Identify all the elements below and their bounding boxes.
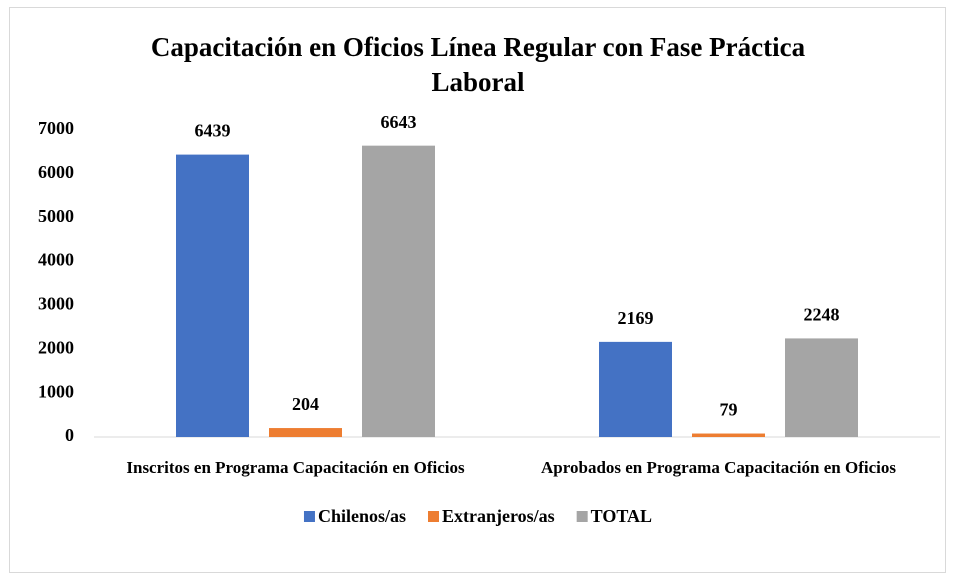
bar <box>692 433 765 437</box>
chart-title: Capacitación en Oficios Línea Regular co… <box>150 32 806 97</box>
value-label: 2169 <box>618 308 654 328</box>
legend-label: Extranjeros/as <box>442 506 555 526</box>
bar <box>269 428 342 437</box>
legend-swatch <box>576 511 588 522</box>
y-tick-label: 6000 <box>38 162 74 182</box>
bar <box>176 154 249 437</box>
y-tick-label: 1000 <box>38 381 74 401</box>
value-label: 6439 <box>195 121 231 141</box>
y-tick-label: 7000 <box>38 118 74 138</box>
bar <box>362 145 435 438</box>
x-tick-label: Aprobados en Programa Capacitación en Of… <box>541 458 896 477</box>
bar <box>785 338 858 437</box>
legend-label: Chilenos/as <box>318 506 406 526</box>
legend-swatch <box>303 511 315 522</box>
value-label: 204 <box>292 394 319 414</box>
chart-border <box>9 7 946 573</box>
legend-swatch <box>428 511 439 522</box>
x-tick-label: Inscritos en Programa Capacitación en Of… <box>126 458 465 477</box>
y-tick-label: 4000 <box>38 250 74 270</box>
value-label: 79 <box>720 400 738 420</box>
bar <box>599 341 672 437</box>
value-label: 2248 <box>804 305 840 325</box>
value-label: 6643 <box>381 112 417 132</box>
y-tick-label: 0 <box>65 425 74 445</box>
legend-label: TOTAL <box>591 506 652 526</box>
y-tick-label: 5000 <box>38 206 74 226</box>
y-tick-label: 2000 <box>38 337 74 357</box>
y-tick-label: 3000 <box>38 294 74 314</box>
